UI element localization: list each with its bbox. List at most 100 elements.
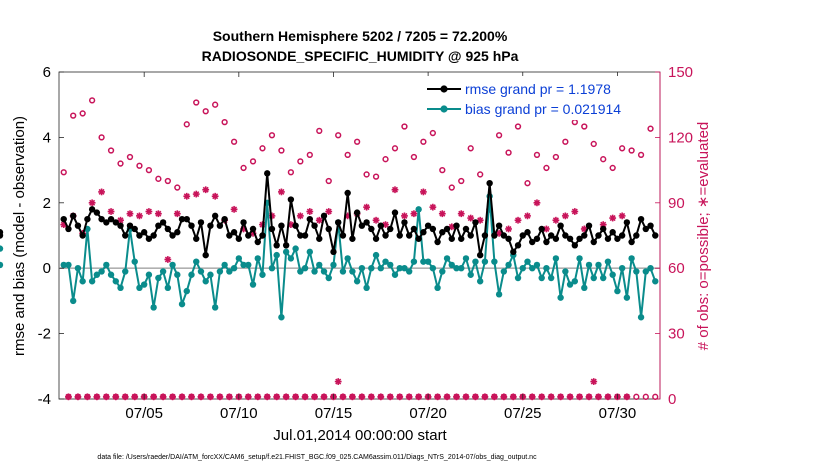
rmse-data-point bbox=[131, 225, 138, 233]
y-tick-label-right: 120 bbox=[668, 129, 693, 146]
obs-evaluated-marker bbox=[415, 393, 423, 401]
obs-evaluated-marker bbox=[301, 393, 309, 401]
obs-evaluated-marker bbox=[192, 190, 200, 198]
rmse-data-point bbox=[377, 222, 384, 229]
obs-evaluated-marker bbox=[159, 393, 167, 401]
rmse-data-point bbox=[363, 219, 370, 226]
obs-possible-marker bbox=[618, 145, 626, 152]
rmse-data-point bbox=[93, 209, 101, 216]
bias-data-point bbox=[618, 265, 626, 272]
obs-evaluated-marker bbox=[131, 393, 139, 401]
rmse-data-point bbox=[311, 222, 318, 229]
rmse-data-point bbox=[491, 232, 498, 239]
bias-data-point bbox=[88, 278, 96, 285]
rmse-data-point bbox=[60, 215, 67, 223]
bias-data-point bbox=[107, 271, 115, 278]
obs-evaluated-marker bbox=[207, 393, 214, 401]
obs-evaluated-marker bbox=[83, 393, 91, 401]
obs-possible-marker bbox=[524, 180, 531, 187]
rmse-data-point bbox=[107, 215, 115, 223]
rmse-data-point bbox=[420, 229, 427, 236]
obs-evaluated-marker bbox=[405, 393, 413, 401]
rmse-data-point bbox=[439, 229, 446, 236]
obs-possible-marker bbox=[306, 151, 313, 158]
obs-evaluated-marker bbox=[410, 210, 418, 218]
bias-data-point bbox=[491, 258, 498, 265]
x-axis-label: Jul.01,2014 00:00:00 start bbox=[273, 427, 447, 444]
rmse-data-point bbox=[486, 179, 493, 187]
obs-evaluated-marker bbox=[590, 378, 598, 385]
rmse-data-point bbox=[145, 235, 153, 242]
bias-data-point bbox=[178, 300, 186, 308]
obs-possible-marker bbox=[637, 151, 645, 158]
obs-evaluated-marker bbox=[263, 393, 271, 401]
rmse-data-point bbox=[514, 242, 522, 249]
obs-evaluated-marker bbox=[145, 208, 153, 215]
obs-evaluated-marker bbox=[320, 393, 328, 401]
bias-data-point bbox=[103, 261, 110, 269]
rmse-data-point bbox=[368, 225, 375, 233]
obs-evaluated-marker bbox=[557, 393, 565, 401]
chart-title-line1: Southern Hemisphere 5202 / 7205 = 72.200… bbox=[213, 28, 508, 44]
bias-data-point bbox=[339, 268, 347, 275]
rmse-data-point bbox=[538, 225, 545, 233]
obs-possible-marker bbox=[562, 138, 569, 145]
rmse-data-point bbox=[623, 219, 631, 226]
bias-data-point bbox=[197, 268, 205, 275]
bias-data-point bbox=[614, 287, 621, 295]
obs-possible-marker bbox=[249, 158, 257, 165]
rmse-data-point bbox=[443, 225, 451, 233]
chart-title-line2: RADIOSONDE_SPECIFIC_HUMIDITY @ 925 hPa bbox=[202, 48, 519, 64]
obs-possible-marker bbox=[458, 177, 465, 185]
bias-data-point bbox=[145, 271, 153, 278]
rmse-data-point bbox=[240, 219, 247, 226]
bias-data-point bbox=[633, 268, 640, 275]
bias-data-point bbox=[69, 297, 77, 305]
obs-evaluated-marker bbox=[150, 393, 158, 401]
obs-possible-marker bbox=[600, 156, 607, 163]
y-tick-label-right: 0 bbox=[668, 391, 676, 408]
obs-possible-marker bbox=[221, 118, 228, 126]
obs-evaluated-marker bbox=[164, 256, 172, 263]
rmse-data-point bbox=[472, 219, 479, 226]
obs-evaluated-marker bbox=[623, 393, 631, 401]
axis-ticks-layer: 07/05 07/10 07/15 07/20 07/25 07/30-4-2024603… bbox=[38, 64, 693, 422]
obs-evaluated-marker bbox=[467, 214, 475, 222]
series-layer bbox=[0, 170, 659, 321]
obs-evaluated-marker bbox=[476, 216, 484, 224]
bias-data-point bbox=[472, 258, 479, 265]
x-tick-label: 07/05 bbox=[125, 405, 163, 422]
obs-possible-marker bbox=[287, 169, 295, 176]
obs-possible-marker bbox=[382, 156, 389, 163]
rmse-data-point bbox=[330, 248, 337, 256]
plot-area bbox=[58, 71, 661, 400]
bias-data-point bbox=[519, 265, 526, 272]
obs-evaluated-marker bbox=[585, 393, 593, 401]
rmse-data-point bbox=[150, 232, 157, 239]
obs-possible-marker bbox=[647, 125, 654, 132]
bias-data-point bbox=[448, 261, 455, 269]
obs-possible-marker bbox=[353, 138, 361, 145]
bias-data-point bbox=[79, 278, 86, 285]
obs-possible-marker bbox=[363, 171, 370, 178]
rmse-data-point bbox=[628, 238, 635, 246]
rmse-data-point bbox=[259, 232, 266, 239]
bias-data-point bbox=[453, 265, 460, 272]
obs-evaluated-marker bbox=[618, 212, 626, 220]
rmse-data-point bbox=[136, 232, 143, 239]
obs-possible-marker bbox=[609, 164, 616, 172]
rmse-data-point bbox=[637, 215, 645, 223]
obs-evaluated-marker bbox=[306, 208, 314, 215]
obs-evaluated-marker bbox=[339, 393, 347, 401]
rmse-data-point bbox=[604, 235, 612, 242]
x-tick-label: 07/10 bbox=[220, 405, 258, 422]
rmse-data-point bbox=[282, 242, 290, 249]
obs-evaluated-marker bbox=[98, 188, 105, 196]
obs-possible-marker bbox=[297, 158, 304, 165]
obs-evaluated-marker bbox=[490, 393, 498, 401]
bias-data-point bbox=[363, 284, 370, 292]
rmse-data-point bbox=[169, 232, 176, 239]
rmse-data-point bbox=[401, 219, 408, 226]
bias-data-point bbox=[325, 274, 332, 282]
rmse-data-point bbox=[65, 225, 72, 233]
